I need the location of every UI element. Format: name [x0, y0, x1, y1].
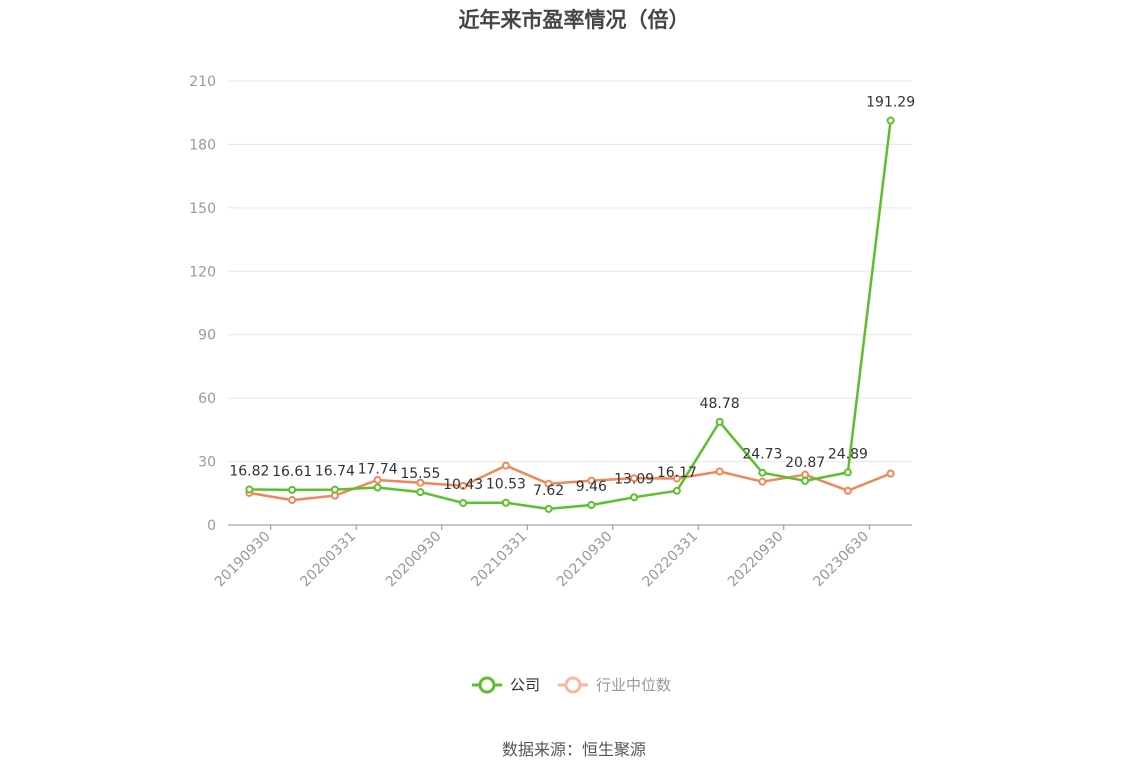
data-point-industry [501, 461, 510, 470]
data-label: 7.62 [533, 483, 564, 499]
x-tick-label: 20220930 [725, 529, 787, 591]
data-label: 17.74 [358, 461, 398, 477]
y-tick-label: 180 [189, 137, 216, 153]
y-tick-label: 210 [189, 74, 216, 90]
data-point-industry [715, 467, 724, 476]
data-point-company [758, 468, 767, 477]
data-label: 16.74 [315, 464, 355, 480]
x-tick-label: 20220331 [639, 529, 701, 591]
y-tick-label: 30 [198, 455, 216, 471]
legend-marker [564, 676, 582, 694]
data-point-industry [416, 478, 425, 487]
data-label: 10.53 [486, 477, 526, 493]
y-tick-label: 150 [189, 201, 216, 217]
data-point-company [459, 498, 468, 507]
x-tick-label: 20190930 [212, 529, 274, 591]
y-tick-label: 120 [189, 264, 216, 280]
legend[interactable]: 公司 行业中位数 [472, 676, 671, 694]
data-point-industry [373, 475, 382, 484]
data-point-company [245, 485, 254, 494]
source-note: 数据来源：恒生聚源 [501, 740, 646, 759]
data-point-company [288, 485, 297, 494]
x-tick-label: 20210331 [468, 529, 530, 591]
data-point-industry [544, 479, 553, 488]
legend-marker [478, 676, 496, 694]
data-point-company [886, 116, 895, 125]
data-point-company [544, 504, 553, 513]
data-label: 191.29 [866, 95, 915, 111]
data-point-industry [630, 474, 639, 483]
data-point-company [630, 493, 639, 502]
data-point-industry [886, 469, 895, 478]
data-label: 16.82 [229, 463, 269, 479]
y-tick-label: 0 [207, 518, 216, 534]
data-point-company [801, 476, 810, 485]
data-point-company [373, 483, 382, 492]
x-tick-label: 20200331 [297, 529, 359, 591]
data-label: 16.61 [272, 464, 312, 480]
x-tick-label: 20230630 [810, 529, 872, 591]
data-label: 24.89 [828, 446, 868, 462]
data-label: 9.46 [576, 479, 607, 495]
y-tick-label: 90 [198, 328, 216, 344]
data-point-company [501, 498, 510, 507]
data-point-company [843, 468, 852, 477]
data-label: 24.73 [742, 447, 782, 463]
data-label: 13.09 [614, 471, 654, 487]
y-tick-label: 60 [198, 391, 216, 407]
data-point-industry [587, 476, 596, 485]
data-point-company [330, 485, 339, 494]
data-point-company [416, 488, 425, 497]
x-tick-label: 20210930 [554, 529, 616, 591]
data-point-industry [288, 496, 297, 505]
data-label: 48.78 [700, 396, 740, 412]
data-point-industry [672, 474, 681, 483]
data-label: 15.55 [400, 466, 440, 482]
series-line-company [249, 120, 892, 511]
series-layer [245, 116, 895, 513]
data-label: 10.43 [443, 477, 483, 493]
data-point-industry [801, 470, 810, 479]
data-label: 16.17 [657, 465, 697, 481]
data-point-industry [843, 486, 852, 495]
legend-item-industry[interactable]: 行业中位数 [558, 676, 671, 694]
chart-title: 近年来市盈率情况（倍） [458, 8, 690, 32]
data-point-industry [758, 477, 767, 486]
data-point-industry [459, 481, 468, 490]
grid-layer [228, 80, 912, 463]
legend-label: 公司 [510, 676, 540, 694]
x-tick-label: 20200930 [383, 529, 445, 591]
data-point-company [672, 486, 681, 495]
data-label: 20.87 [785, 455, 825, 471]
legend-item-company[interactable]: 公司 [472, 676, 540, 694]
data-point-company [715, 417, 724, 426]
legend-label: 行业中位数 [596, 676, 671, 694]
data-point-company [587, 500, 596, 509]
axis-layer: 0 30 60 90 120 150 180 210 20190930 20200331 20200… [189, 74, 912, 590]
